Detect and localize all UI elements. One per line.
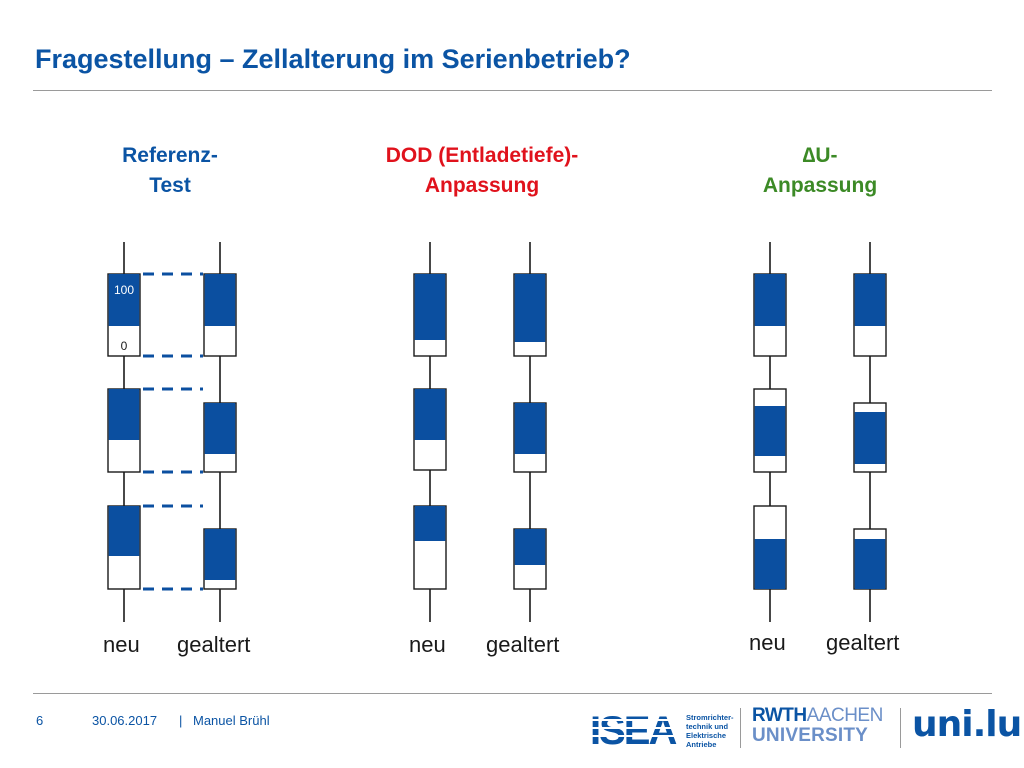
cell-fill-6-3 [854,539,886,589]
isea-logo: ISEA [590,709,682,750]
cell-fill-4-2 [514,403,546,454]
cell-fill-2-3 [204,529,236,580]
cell-fill-2-1 [204,274,236,326]
isea-sub-1: Stromrichter- [686,713,734,722]
cell-fill-5-3 [754,539,786,589]
unilu-logo: uni.lu [912,704,1022,745]
cell-fill-4-1 [514,274,546,342]
cell-fill-6-2 [854,412,886,464]
rwth-university-text: UNIVERSITY [752,725,869,746]
soc-100-label: 100 [114,283,134,297]
cell-fill-1-3 [108,506,140,556]
isea-subtitle: Stromrichter- technik und Elektrische An… [686,713,734,749]
footer-author: Manuel Brühl [193,713,270,728]
heading-referenz: Referenz- Test [95,141,245,201]
rwth-logo: RWTHAACHEN UNIVERSITY [752,706,883,746]
label-neu-1: neu [103,632,140,657]
rwth-text: RWTH [752,705,807,726]
isea-sub-3: Elektrische [686,731,727,740]
cell-fill-3-1 [414,274,446,340]
cell-fill-1-2 [108,389,140,440]
slide-title: Fragestellung – Zellalterung im Serienbe… [35,44,631,74]
cell-fill-6-1 [854,274,886,326]
cell-fill-5-2 [754,406,786,456]
isea-sub-4: Antriebe [686,740,717,749]
rwth-aachen-text: AACHEN [806,705,884,726]
heading-du: ∆U- Anpassung [740,141,900,201]
cell-fill-1-1 [108,274,140,326]
label-gealtert-1: gealtert [177,632,251,657]
label-gealtert-3: gealtert [826,630,900,655]
heading-referenz-line2: Test [149,174,191,197]
isea-logo-text: ISEA [590,709,676,750]
title-rule [33,90,992,91]
isea-sub-2: technik und [686,722,729,731]
heading-dod-line1: DOD (Entladetiefe)- [385,144,579,167]
page-number: 6 [36,713,44,728]
footer-date: 30.06.2017 [92,713,158,728]
label-neu-2: neu [409,632,446,657]
heading-dod: DOD (Entladetiefe)- Anpassung [352,141,612,201]
soc-0-label: 0 [121,339,128,353]
cell-fill-3-2 [414,389,446,440]
heading-referenz-line1: Referenz- [122,144,218,167]
logo-divider-2 [900,708,901,748]
label-gealtert-2: gealtert [486,632,560,657]
footer-separator: | [179,713,183,728]
cell-fill-3-3 [414,506,446,541]
footer-rule [33,693,992,694]
heading-dod-line2: Anpassung [424,174,540,197]
heading-du-line2: Anpassung [762,174,878,197]
logo-divider-1 [740,708,741,748]
label-neu-3: neu [749,630,786,655]
cell-fill-2-2 [204,403,236,454]
cell-fill-5-1 [754,274,786,326]
cell-fill-4-3 [514,529,546,565]
heading-du-line1: ∆U- [802,144,838,167]
